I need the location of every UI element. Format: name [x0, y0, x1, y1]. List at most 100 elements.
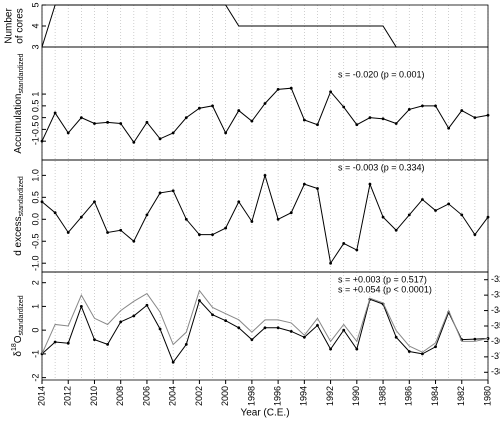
- y-tick-label: 1: [30, 304, 40, 309]
- x-tick-label: 1992: [325, 386, 335, 406]
- data-point: [407, 213, 411, 217]
- data-point: [316, 324, 319, 327]
- x-tick-label: 1994: [299, 386, 309, 406]
- x-tick-label: 2006: [141, 386, 151, 406]
- y-tick-label: -1: [30, 350, 40, 358]
- data-point: [224, 319, 228, 323]
- data-point: [486, 215, 490, 219]
- x-tick-label: 2002: [194, 386, 204, 406]
- y-axis-label-part: 18: [11, 343, 18, 351]
- y2-tick-label: -38: [491, 367, 500, 377]
- data-point: [40, 200, 44, 204]
- data-point: [329, 261, 332, 265]
- data-point: [171, 360, 175, 364]
- data-point: [93, 200, 96, 204]
- data-point: [302, 118, 306, 122]
- data-point: [394, 228, 398, 232]
- data-point: [224, 131, 228, 135]
- annotation: s = +0.003 (p = 0.517): [338, 274, 427, 284]
- data-point: [381, 215, 385, 219]
- y-axis-label-part: Accumulation: [13, 94, 24, 154]
- data-point: [355, 347, 359, 351]
- data-point: [276, 87, 280, 91]
- data-point: [316, 187, 319, 190]
- data-point: [368, 182, 372, 186]
- series-line: [41, 289, 489, 354]
- y2-tick-label: -34: [491, 305, 500, 315]
- x-tick-label: 2008: [115, 386, 125, 406]
- data-point: [79, 215, 83, 219]
- data-point: [263, 102, 267, 105]
- data-point: [473, 116, 477, 120]
- data-point: [407, 350, 411, 353]
- data-point: [447, 202, 451, 206]
- x-tick-label: 2010: [89, 386, 99, 406]
- y-tick-label: 4: [30, 23, 40, 28]
- data-point: [329, 347, 332, 351]
- y-tick-label: -1.0: [30, 255, 40, 271]
- data-point: [342, 242, 346, 245]
- data-point: [171, 189, 175, 193]
- y-tick-label: 1.0: [30, 169, 40, 182]
- data-point: [289, 211, 293, 215]
- y-tick-label: 3: [30, 44, 40, 49]
- x-tick-label: 1986: [404, 386, 414, 406]
- data-point: [434, 209, 437, 212]
- y2-tick-label: -37: [491, 351, 500, 361]
- y2-tick-label: -33: [491, 290, 500, 300]
- data-point: [198, 299, 201, 302]
- data-point: [421, 104, 424, 108]
- data-point: [486, 113, 490, 117]
- x-tick-label: 2012: [63, 386, 73, 406]
- data-point: [237, 200, 241, 204]
- data-point: [342, 105, 346, 109]
- annotation: s = +0.054 (p < 0.0001): [338, 284, 432, 294]
- x-tick-label: 1984: [430, 386, 440, 406]
- x-tick-label: 2004: [168, 386, 178, 406]
- data-point: [211, 313, 214, 317]
- data-point: [79, 305, 83, 308]
- data-point: [289, 329, 293, 333]
- data-point: [316, 123, 319, 127]
- annotation: s = -0.020 (p = 0.001): [338, 69, 425, 79]
- data-point: [237, 326, 241, 330]
- y-tick-label: 1: [30, 92, 40, 97]
- y-axis-label: Number: [4, 8, 15, 44]
- y-tick-label: 0.5: [30, 100, 40, 113]
- data-point: [79, 116, 83, 120]
- data-point: [224, 226, 228, 230]
- y-tick-label: -2: [30, 374, 40, 382]
- data-point: [394, 335, 398, 339]
- y-axis-label-part: d excess: [13, 216, 24, 255]
- data-point: [263, 326, 267, 330]
- data-point: [198, 106, 201, 110]
- data-point: [184, 116, 188, 120]
- x-tick-label: 1980: [482, 386, 492, 406]
- data-point: [237, 109, 241, 112]
- y-tick-label: 0: [30, 328, 40, 333]
- y-tick-label: 5: [30, 2, 40, 7]
- y-axis-label-part: standardized: [18, 53, 25, 93]
- y-tick-label: 0.5: [30, 191, 40, 204]
- data-point: [250, 220, 254, 223]
- x-tick-label: 1982: [456, 386, 466, 406]
- y-tick-label: 0: [30, 115, 40, 120]
- data-point: [132, 239, 136, 243]
- y-tick-label: 2: [30, 280, 40, 285]
- data-point: [106, 342, 109, 346]
- y-axis-label-part: standardized: [18, 176, 25, 216]
- annotation: s = -0.003 (p = 0.334): [338, 162, 425, 172]
- y-axis-label: d excessstandardized: [13, 176, 26, 256]
- data-point: [66, 231, 70, 234]
- data-point: [93, 122, 96, 125]
- data-point: [198, 233, 201, 237]
- data-point: [132, 314, 136, 318]
- x-tick-label: 1996: [272, 386, 282, 406]
- data-point: [421, 352, 424, 356]
- data-point: [276, 217, 280, 221]
- data-point: [53, 111, 57, 115]
- data-point: [434, 345, 437, 349]
- data-point: [434, 104, 437, 108]
- data-point: [276, 326, 280, 330]
